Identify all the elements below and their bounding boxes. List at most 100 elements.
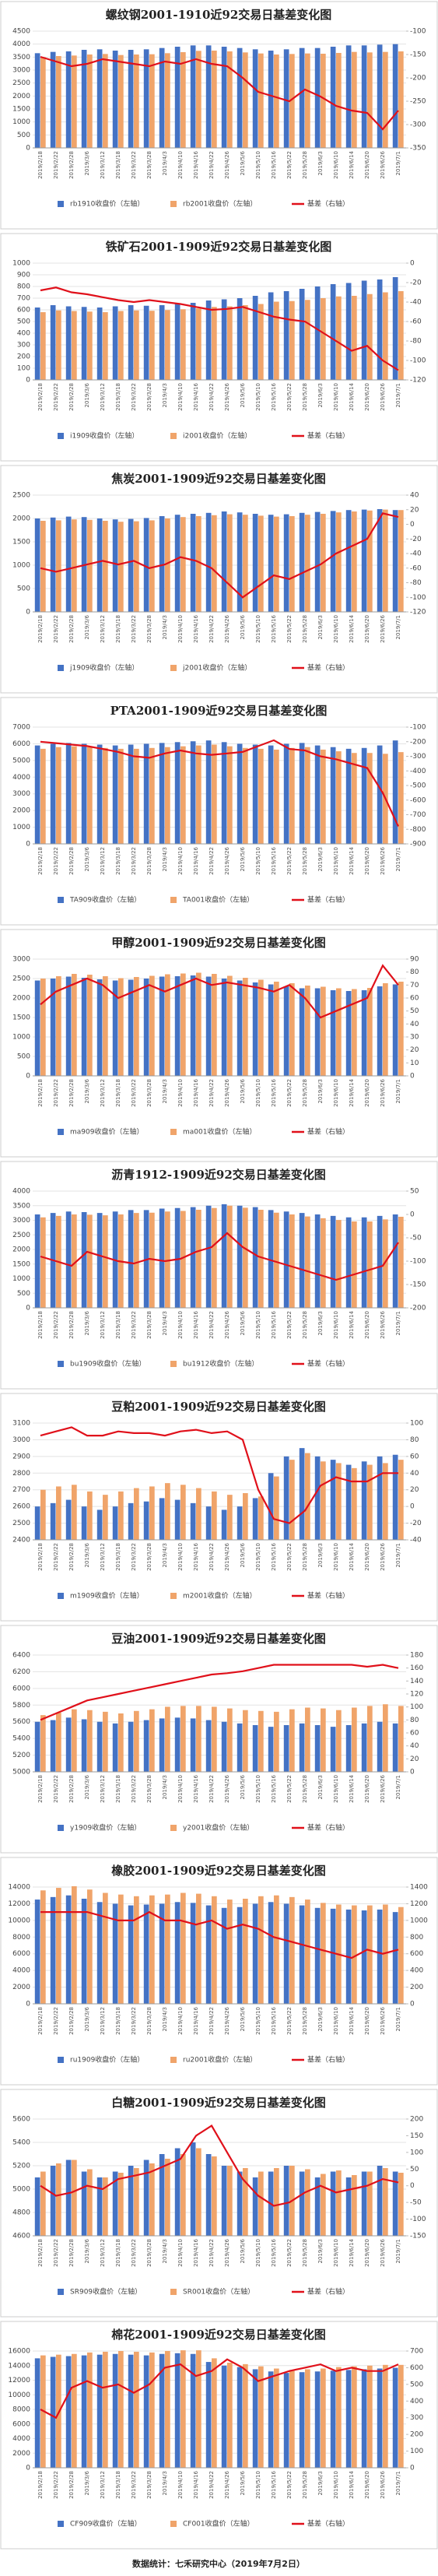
legend-swatch (170, 1825, 177, 1831)
x-tick-label: 2019/4/16 (193, 1310, 199, 1338)
bar (392, 2171, 398, 2236)
bar (321, 298, 326, 380)
bar (305, 986, 310, 1076)
x-tick-label: 2019/3/28 (146, 847, 152, 875)
y-tick-label: 1000 (12, 562, 30, 570)
legend-label: 基差（右轴） (307, 2287, 349, 2297)
y2-tick-label: 60 (410, 995, 419, 1003)
bar (274, 516, 279, 612)
legend-label: 基差（右轴） (307, 2055, 349, 2065)
x-tick-label: 2019/3/18 (115, 2007, 121, 2035)
x-tick-label: 2019/6/20 (364, 1079, 370, 1107)
legend-swatch (170, 897, 177, 903)
bar (392, 277, 398, 380)
x-tick-label: 2019/3/12 (100, 1775, 106, 1803)
x-tick-label: 2019/6/3 (317, 2007, 324, 2031)
bar (72, 55, 77, 148)
y-tick-label: 3000 (12, 1436, 30, 1444)
x-tick-label: 2019/5/22 (286, 2471, 293, 2499)
bar (96, 1902, 103, 2004)
bar (174, 304, 180, 380)
x-tick-label: 2019/4/10 (177, 2471, 184, 2499)
x-tick-label: 2019/6/14 (349, 614, 355, 642)
y2-tick-label: 500 (410, 2381, 423, 2388)
bar (330, 1215, 336, 1308)
bar (40, 748, 46, 844)
x-tick-label: 2019/4/26 (224, 1310, 230, 1338)
chart-title: 橡胶2001-1909近92交易日基差变化图 (111, 1864, 326, 1878)
y2-tick-label: 60 (410, 1730, 419, 1738)
legend-label: ma909收盘价（左轴） (70, 1127, 143, 1137)
y2-tick-label: 1200 (410, 1900, 428, 1908)
x-tick-label: 2019/2/22 (53, 615, 59, 643)
y2-tick-label: 60 (410, 1453, 419, 1460)
x-tick-label: 2019/5/6 (240, 846, 246, 871)
bar (96, 979, 103, 1076)
x-tick-label: 2019/4/3 (162, 1775, 168, 1799)
bar (314, 1907, 321, 2004)
y-tick-label: 4000 (12, 1188, 30, 1196)
bar (345, 45, 352, 149)
y2-tick-label: 600 (410, 1950, 423, 1958)
x-tick-label: 2019/3/28 (146, 151, 152, 179)
bar (212, 1706, 217, 1772)
x-tick-label: 2019/5/6 (240, 1078, 246, 1103)
x-tick-label: 2019/5/10 (255, 383, 261, 411)
x-tick-label: 2019/3/22 (131, 383, 137, 411)
bar (352, 511, 357, 612)
bar (227, 746, 233, 844)
x-tick-label: 2019/6/3 (317, 615, 324, 639)
x-tick-label: 2019/6/10 (333, 847, 339, 875)
bar (72, 1709, 77, 1772)
bar (274, 982, 279, 1076)
y2-tick-label: 90 (410, 956, 419, 964)
legend-swatch (58, 433, 64, 439)
bar (72, 2353, 77, 2468)
bar (134, 2351, 139, 2468)
x-tick-label: 2019/2/18 (37, 383, 44, 411)
bar (128, 1721, 134, 1772)
bar (165, 310, 170, 380)
legend-swatch (170, 201, 177, 207)
bar (361, 2369, 367, 2468)
y2-tick-label: -150 (410, 51, 426, 59)
bar (289, 1896, 295, 2004)
bar (345, 510, 352, 612)
bar (377, 44, 383, 149)
y-tick-label: 5000 (12, 2186, 30, 2194)
bar (299, 1213, 305, 1308)
x-tick-label: 2019/6/3 (317, 383, 324, 407)
bar (330, 1460, 336, 1540)
x-tick-label: 2019/4/10 (177, 2007, 184, 2035)
x-tick-label: 2019/5/28 (302, 1079, 308, 1107)
x-tick-label: 2019/7/1 (395, 847, 401, 871)
bar (72, 1485, 77, 1540)
basis-line (40, 1664, 399, 1721)
bar (367, 1464, 373, 1540)
legend-label: 基差（右轴） (307, 663, 349, 673)
bar (243, 305, 248, 380)
bar (40, 312, 46, 380)
y-tick-label: 5800 (12, 1702, 30, 1710)
y-tick-label: 2000 (12, 1246, 30, 1254)
x-tick-label: 2019/6/10 (333, 151, 339, 179)
x-tick-label: 2019/4/3 (162, 615, 168, 639)
y-tick-label: 2500 (12, 492, 30, 500)
bar (149, 1212, 155, 1308)
y2-tick-label: 700 (410, 2348, 423, 2356)
x-tick-label: 2019/4/16 (193, 2470, 199, 2498)
bar (159, 305, 165, 380)
bar (221, 47, 227, 148)
bar (205, 976, 212, 1076)
bar (34, 1721, 40, 1772)
bar (237, 298, 243, 380)
y-tick-label: 1500 (12, 1014, 30, 1022)
x-tick-label: 2019/6/3 (317, 1079, 324, 1103)
bar (72, 1885, 77, 2004)
x-tick-label: 2019/4/22 (208, 2007, 215, 2035)
x-tick-label: 2019/3/28 (146, 2007, 152, 2035)
bar (174, 976, 180, 1076)
x-tick-label: 2019/5/28 (302, 615, 308, 643)
bar (165, 1706, 170, 1772)
y2-tick-label: 40 (410, 1470, 419, 1478)
